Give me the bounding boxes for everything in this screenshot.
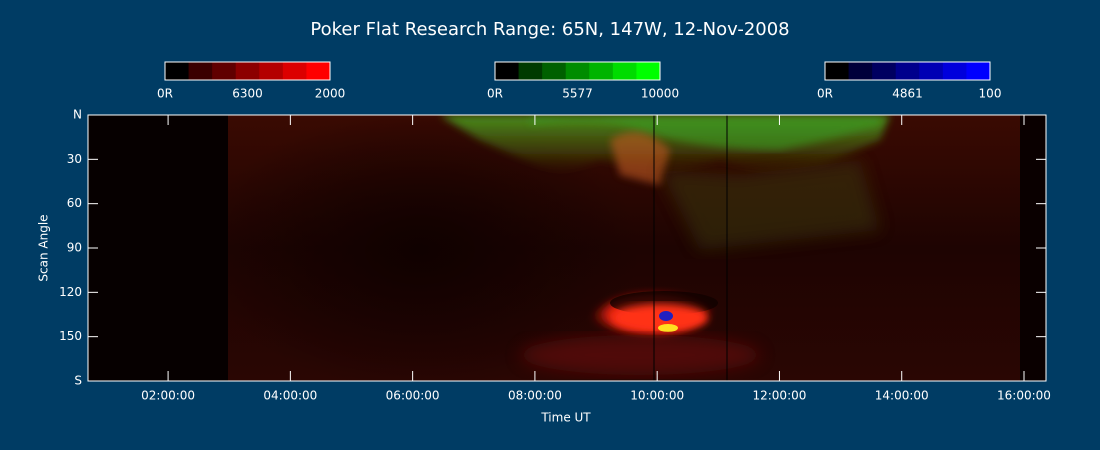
- colorbar-segment: [612, 62, 637, 80]
- colorbar-segment: [966, 62, 991, 80]
- y-tick-label: S: [74, 374, 82, 388]
- colorbar-frame: [164, 61, 331, 81]
- colorbar-segment: [282, 62, 307, 80]
- colorbar-label: 100: [979, 87, 1002, 101]
- x-tick-label: 08:00:00: [508, 389, 562, 403]
- y-tick-label: N: [73, 108, 82, 122]
- colorbar-label: 4861: [892, 87, 923, 101]
- colorbar-segment: [165, 62, 190, 80]
- colorbar-label: 2000: [315, 87, 346, 101]
- colorbar-segment: [542, 62, 567, 80]
- colorbar-segment: [259, 62, 284, 80]
- colorbar-frame: [494, 61, 661, 81]
- colorbar-label: 6300: [232, 87, 263, 101]
- colorbar-frame: [824, 61, 991, 81]
- colorbar-segment: [589, 62, 614, 80]
- colorbar-segment: [188, 62, 213, 80]
- colorbar-label: 10000: [641, 87, 679, 101]
- colorbar-label: 0R: [487, 87, 503, 101]
- colorbar-segment: [518, 62, 543, 80]
- colorbar-segment: [825, 62, 850, 80]
- x-tick-label: 04:00:00: [263, 389, 317, 403]
- colorbar-label: 5577: [562, 87, 593, 101]
- x-tick-label: 10:00:00: [630, 389, 684, 403]
- colorbar-segment: [872, 62, 897, 80]
- colorbar-segment: [942, 62, 967, 80]
- y-tick-label: 60: [67, 196, 82, 210]
- colorbar-label: 0R: [157, 87, 173, 101]
- colorbar-segment: [495, 62, 520, 80]
- x-tick-label: 12:00:00: [752, 389, 806, 403]
- y-axis-label: Scan Angle: [37, 214, 51, 281]
- chart-title: Poker Flat Research Range: 65N, 147W, 12…: [310, 19, 789, 40]
- x-tick-label: 06:00:00: [386, 389, 440, 403]
- x-tick-label: 02:00:00: [141, 389, 195, 403]
- colorbar-segment: [895, 62, 920, 80]
- colorbar-segment: [235, 62, 260, 80]
- y-tick-label: 120: [59, 285, 82, 299]
- x-axis-label: Time UT: [540, 411, 591, 425]
- colorbar-segment: [306, 62, 331, 80]
- colorbar-label: 0R: [817, 87, 833, 101]
- colorbar-segment: [636, 62, 661, 80]
- x-tick-label: 16:00:00: [997, 389, 1051, 403]
- colorbar-segment: [565, 62, 590, 80]
- y-tick-label: 150: [59, 329, 82, 343]
- colorbar-segment: [848, 62, 873, 80]
- keogram-image: [88, 115, 1046, 381]
- x-tick-label: 14:00:00: [875, 389, 929, 403]
- y-tick-label: 30: [67, 152, 82, 166]
- colorbar-segment: [212, 62, 237, 80]
- y-tick-label: 90: [67, 241, 82, 255]
- colorbar-segment: [919, 62, 944, 80]
